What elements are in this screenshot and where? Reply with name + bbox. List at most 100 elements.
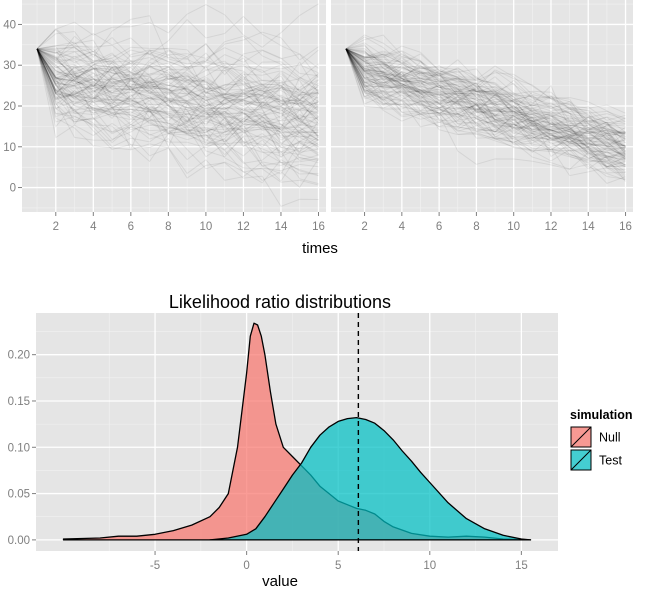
series-line	[345, 48, 626, 133]
series-line	[36, 48, 319, 144]
series-line	[345, 48, 626, 157]
series-line	[36, 48, 319, 106]
legend-label: Null	[599, 431, 621, 445]
series-line	[36, 48, 319, 128]
x-tick-label: 8	[473, 221, 479, 233]
series-line	[36, 48, 319, 175]
series-line	[36, 48, 319, 143]
density-y-ticks: 0.00 0.05 0.10 0.15 0.20	[8, 350, 36, 547]
series-line	[36, 42, 319, 107]
series-line	[36, 48, 319, 161]
series-line	[345, 48, 626, 136]
facet-2-grid	[331, 0, 633, 212]
series-line	[36, 48, 319, 127]
series-line	[345, 48, 626, 158]
y-tick-label: 0.10	[8, 442, 30, 454]
series-line	[36, 48, 319, 181]
series-line	[36, 48, 319, 108]
x-tick-label: 14	[275, 221, 288, 233]
series-line	[36, 48, 319, 154]
series-line	[345, 48, 626, 136]
x-tick-label: 12	[237, 221, 250, 233]
density-x-axis-title: value	[262, 573, 298, 590]
series-line	[345, 48, 626, 135]
series-line	[345, 48, 626, 147]
series-line	[36, 48, 319, 101]
series-line	[36, 48, 319, 158]
series-line	[36, 35, 319, 77]
top-y-ticks: 0 10 20 30 40	[3, 19, 22, 195]
series-line	[36, 48, 319, 161]
series-line	[345, 48, 626, 154]
series-line	[345, 48, 626, 170]
top-x-ticks: 2 4 6 8 10 12 14 16 2 4 6 8 10 12 14 16	[53, 212, 632, 233]
series-line	[345, 48, 626, 177]
y-tick-label: 10	[3, 142, 16, 154]
series-line	[345, 48, 626, 139]
series-line	[36, 48, 319, 117]
series-line	[36, 48, 319, 182]
series-line	[345, 48, 626, 153]
series-line	[345, 48, 626, 151]
series-line	[345, 48, 626, 141]
series-line	[36, 48, 319, 81]
series-line	[345, 44, 626, 121]
series-line	[345, 48, 626, 161]
density-areas	[62, 322, 532, 541]
series-line	[345, 48, 626, 155]
series-line	[345, 48, 626, 131]
x-tick-label: 2	[53, 221, 59, 233]
x-tick-label: 4	[399, 221, 406, 233]
series-line	[36, 15, 319, 69]
y-tick-label: 0.05	[8, 489, 30, 501]
series-line	[36, 48, 319, 120]
x-tick-label: 12	[545, 221, 558, 233]
series-line	[36, 29, 319, 70]
series-line	[36, 48, 319, 208]
series-line	[36, 48, 319, 121]
series-line	[36, 48, 319, 145]
series-line	[345, 48, 626, 141]
series-line	[36, 41, 319, 127]
series-line	[345, 42, 626, 138]
series-line	[345, 48, 626, 146]
series-line	[36, 48, 319, 184]
series-line	[345, 48, 626, 168]
series-line	[36, 48, 319, 139]
series-line	[345, 48, 626, 148]
x-tick-label: 16	[619, 221, 632, 233]
series-line	[36, 48, 319, 155]
series-line	[36, 48, 319, 143]
series-line	[36, 48, 319, 126]
series-line	[36, 48, 319, 112]
series-line	[345, 48, 626, 158]
series-line	[36, 3, 319, 50]
series-line	[36, 48, 319, 156]
y-tick-label: 0.15	[8, 396, 30, 408]
series-line	[36, 48, 319, 148]
x-tick-label: 5	[335, 560, 341, 572]
series-line	[36, 48, 319, 137]
series-line	[36, 48, 319, 127]
series-line	[345, 48, 626, 157]
series-line	[345, 48, 626, 153]
series-line	[345, 48, 626, 135]
series-line	[345, 48, 626, 154]
series-line	[36, 48, 319, 122]
density-title: Likelihood ratio distributions	[169, 292, 391, 312]
series-line	[36, 48, 319, 160]
series-line	[345, 48, 626, 159]
series-line	[36, 15, 319, 65]
series-line	[36, 48, 319, 132]
series-line	[345, 48, 626, 125]
series-line	[345, 48, 626, 148]
series-line	[36, 48, 319, 148]
series-line	[36, 48, 319, 152]
series-line	[36, 48, 319, 101]
series-line	[36, 48, 319, 139]
series-line	[36, 48, 319, 126]
series-line	[345, 48, 626, 159]
series-line	[345, 48, 626, 150]
legend: simulation Null Test	[569, 408, 633, 472]
series-line	[36, 48, 319, 130]
